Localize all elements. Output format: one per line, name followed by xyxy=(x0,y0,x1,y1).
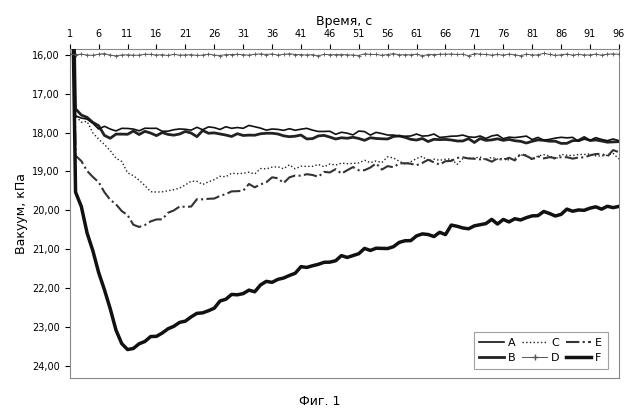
X-axis label: Время, с: Время, с xyxy=(316,15,372,28)
Text: Фиг. 1: Фиг. 1 xyxy=(300,395,340,408)
Y-axis label: Вакуум, кПа: Вакуум, кПа xyxy=(15,173,28,254)
Legend: A, B, C, D, E, F: A, B, C, D, E, F xyxy=(474,332,608,369)
